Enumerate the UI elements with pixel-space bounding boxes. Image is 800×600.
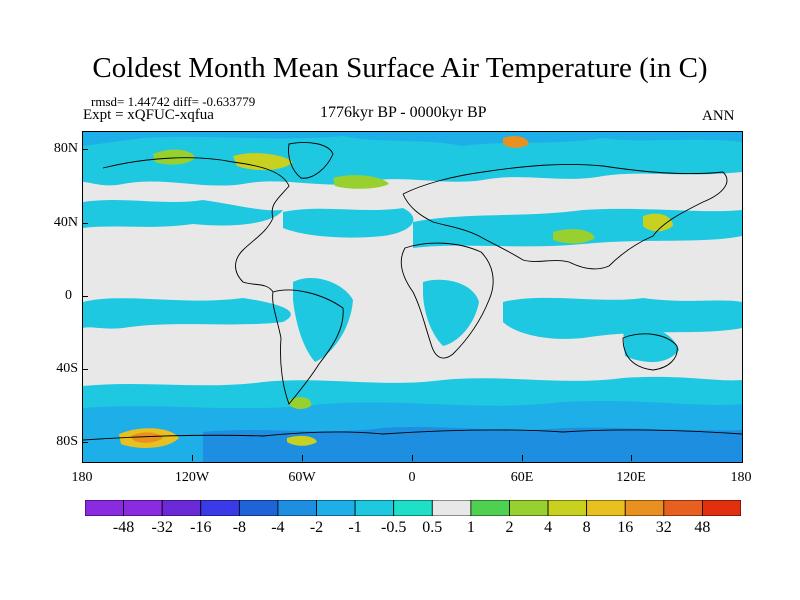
colorbar-swatch: [663, 500, 703, 516]
x-tick: [302, 455, 303, 461]
antarctic-strong-cool: [203, 427, 742, 462]
x-label-60w: 60W: [288, 470, 316, 485]
x-label-120e: 120E: [616, 470, 646, 485]
colorbar: [85, 500, 741, 516]
colorbar-label: 0.5: [422, 519, 443, 536]
north-atlantic-cool-band: [283, 208, 414, 238]
coastlines: [83, 142, 742, 441]
australia-cool: [623, 326, 679, 363]
y-tick: [82, 149, 88, 150]
south-america-cool: [293, 278, 353, 362]
experiment-label: Expt = xQFUC-xqfua: [83, 107, 214, 123]
arctic-deeper-cool: [83, 132, 742, 146]
colorbar-swatch: [547, 500, 588, 516]
y-tick: [82, 369, 88, 370]
antarctic-warm-patch-inner: [131, 432, 163, 443]
colorbar-swatch: [624, 500, 665, 516]
colorbar-label: 32: [655, 519, 672, 536]
colorbar-swatch: [702, 500, 741, 516]
japan-warm-patch: [643, 213, 673, 232]
colorbar-swatch: [431, 500, 472, 516]
x-tick: [192, 455, 193, 461]
y-label-40n: 40N: [53, 215, 78, 230]
africa-cool: [423, 279, 479, 346]
greenland-warm-patch: [153, 149, 195, 165]
colorbar-swatch: [238, 500, 279, 516]
north-pacific-cool-band: [83, 200, 283, 228]
drake-warm-patch: [289, 397, 312, 410]
colorbar-label: 1: [466, 519, 475, 536]
y-label-80s: 80S: [56, 434, 78, 449]
time-period-label: 1776kyr BP - 0000kyr BP: [320, 104, 487, 121]
x-label-60e: 60E: [510, 470, 534, 485]
colorbar-label: 16: [617, 519, 634, 536]
colorbar-label: 2: [505, 519, 514, 536]
colorbar-label: -16: [190, 519, 212, 536]
canada-warm-patch: [233, 153, 293, 171]
x-label-180e: 180: [730, 470, 752, 485]
y-tick: [82, 296, 88, 297]
x-tick: [412, 455, 413, 461]
colorbar-label: 4: [544, 519, 553, 536]
map-title: Coldest Month Mean Surface Air Temperatu…: [92, 52, 708, 84]
y-label-equator: 0: [65, 288, 72, 303]
rmsd-diff-stats: rmsd= 1.44742 diff= -0.633779: [91, 94, 256, 109]
y-label-80n: 80N: [53, 141, 78, 156]
colorbar-label: -0.5: [381, 519, 407, 536]
arctic-cool-band: [83, 132, 742, 186]
colorbar-swatch: [85, 500, 124, 516]
colorbar-swatch: [354, 500, 395, 516]
colorbar-swatch: [586, 500, 626, 516]
colorbar-swatch: [200, 500, 240, 516]
colorbar-swatch: [316, 500, 356, 516]
x-label-120w: 120W: [174, 470, 210, 485]
colorbar-swatch: [123, 500, 163, 516]
season-label: ANN: [702, 108, 735, 124]
y-tick: [82, 442, 88, 443]
australia-coast: [622, 333, 678, 371]
colorbar-swatch: [470, 500, 510, 516]
colorbar-swatch: [161, 500, 202, 516]
colorbar-swatch: [509, 500, 549, 516]
greenland-coast: [288, 142, 334, 179]
map-panel: [82, 131, 743, 463]
colorbar-label: -2: [309, 519, 324, 536]
indian-ocean-cool: [503, 297, 742, 339]
north-america-coast: [102, 157, 290, 293]
colorbar-label: -48: [112, 519, 135, 536]
colorbar-label: 8: [582, 519, 591, 536]
colorbar-swatch: [277, 500, 317, 516]
x-label-0: 0: [408, 470, 416, 485]
colorbar-label: 48: [694, 519, 711, 536]
colorbar-label: -1: [348, 519, 362, 536]
colorbar-label: -4: [271, 519, 285, 536]
temperature-anomaly-map: [83, 132, 742, 462]
africa-coast: [400, 242, 494, 359]
europe-warm-patch: [333, 175, 389, 189]
y-tick: [82, 223, 88, 224]
x-tick: [522, 455, 523, 461]
south-america-coast: [272, 289, 344, 405]
siberia-warm-patch: [503, 136, 529, 148]
colorbar-label: -32: [151, 519, 173, 536]
y-label-40s: 40S: [56, 361, 78, 376]
tibet-warm-patch: [553, 229, 595, 244]
antarctic-warm-patch-south-am: [287, 435, 317, 446]
colorbar-label: -8: [232, 519, 247, 536]
colorbar-swatch: [393, 500, 433, 516]
eurasia-coast: [402, 163, 728, 270]
equatorial-pacific-cool: [83, 298, 291, 329]
x-tick: [631, 455, 632, 461]
antarctica-coast: [83, 429, 742, 441]
x-label-180w: 180: [71, 470, 93, 485]
